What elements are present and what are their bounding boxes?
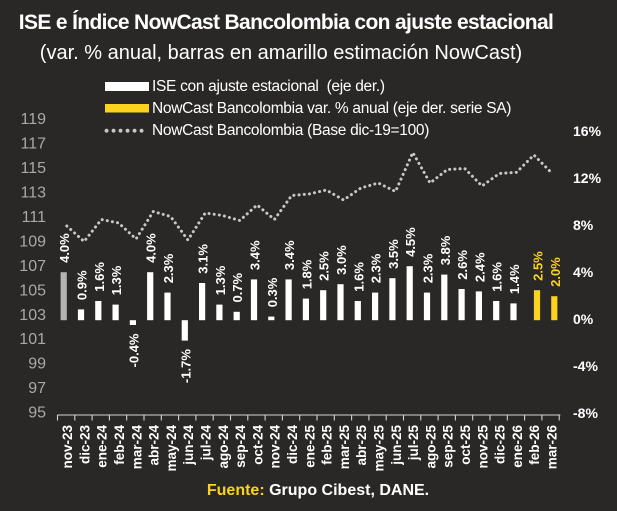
svg-text:2.0%: 2.0% [548, 257, 563, 287]
svg-text:1.3%: 1.3% [213, 265, 228, 295]
svg-text:97: 97 [28, 380, 46, 397]
svg-text:dic-23: dic-23 [77, 425, 92, 465]
svg-text:0%: 0% [573, 311, 594, 327]
svg-text:jul-25: jul-25 [406, 425, 421, 462]
svg-text:ago-25: ago-25 [423, 425, 438, 469]
svg-text:dic-24: dic-24 [285, 425, 300, 465]
svg-text:sep-25: sep-25 [441, 425, 456, 468]
svg-text:2.3%: 2.3% [369, 253, 384, 283]
svg-text:nov-24: nov-24 [268, 425, 283, 469]
svg-text:3.8%: 3.8% [438, 235, 453, 265]
svg-text:109: 109 [19, 233, 46, 250]
svg-text:3.5%: 3.5% [386, 239, 401, 269]
svg-text:-8%: -8% [573, 405, 598, 421]
svg-text:mar-25: mar-25 [337, 425, 352, 470]
svg-text:3.1%: 3.1% [196, 244, 211, 274]
svg-text:2.5%: 2.5% [317, 251, 332, 281]
svg-text:nov-23: nov-23 [60, 425, 75, 469]
svg-text:1.6%: 1.6% [351, 262, 366, 292]
svg-text:115: 115 [20, 160, 46, 177]
svg-text:2.6%: 2.6% [455, 250, 470, 280]
svg-text:107: 107 [19, 258, 46, 275]
svg-text:3.4%: 3.4% [248, 240, 263, 270]
svg-text:sep-24: sep-24 [233, 425, 248, 468]
svg-text:dic-25: dic-25 [493, 425, 508, 465]
svg-text:jun-24: jun-24 [181, 425, 196, 466]
svg-text:111: 111 [22, 209, 46, 226]
svg-text:3.4%: 3.4% [282, 240, 297, 270]
svg-text:2.5%: 2.5% [531, 251, 546, 281]
svg-text:8%: 8% [573, 217, 594, 233]
svg-text:2.3%: 2.3% [421, 253, 436, 283]
svg-text:ene-25: ene-25 [302, 425, 317, 468]
svg-text:ene-24: ene-24 [95, 425, 110, 468]
svg-text:0.3%: 0.3% [265, 277, 280, 307]
svg-text:0.9%: 0.9% [75, 270, 90, 300]
svg-text:jul-24: jul-24 [199, 425, 214, 462]
svg-text:2.4%: 2.4% [472, 252, 487, 282]
svg-text:2.3%: 2.3% [161, 253, 176, 283]
svg-text:4.5%: 4.5% [403, 227, 418, 257]
svg-text:ago-24: ago-24 [216, 425, 231, 469]
svg-text:feb-24: feb-24 [112, 425, 127, 465]
svg-text:ene-26: ene-26 [510, 425, 525, 468]
svg-text:113: 113 [20, 185, 46, 202]
svg-text:103: 103 [19, 307, 46, 324]
svg-text:abr-25: abr-25 [354, 425, 369, 466]
svg-text:0.7%: 0.7% [230, 272, 245, 302]
svg-text:99: 99 [28, 356, 46, 373]
svg-text:-1.7%: -1.7% [178, 349, 193, 383]
svg-text:may-25: may-25 [372, 425, 387, 472]
svg-text:16%: 16% [573, 123, 602, 139]
svg-text:1.3%: 1.3% [109, 265, 124, 295]
svg-text:oct-25: oct-25 [458, 425, 473, 465]
svg-text:119: 119 [20, 111, 46, 128]
svg-text:101: 101 [19, 331, 46, 348]
svg-text:abr-24: abr-24 [147, 425, 162, 466]
svg-text:oct-24: oct-24 [250, 425, 265, 465]
svg-text:1.6%: 1.6% [92, 262, 107, 292]
svg-text:1.4%: 1.4% [507, 264, 522, 294]
svg-text:-0.4%: -0.4% [126, 333, 141, 367]
svg-text:1.6%: 1.6% [490, 262, 505, 292]
svg-text:3.0%: 3.0% [334, 245, 349, 275]
svg-text:-4%: -4% [573, 358, 598, 374]
svg-text:mar-26: mar-26 [545, 425, 560, 470]
svg-text:nov-25: nov-25 [475, 425, 490, 469]
svg-text:4.0%: 4.0% [144, 233, 159, 263]
svg-text:jun-25: jun-25 [389, 425, 404, 466]
svg-text:may-24: may-24 [164, 425, 179, 472]
svg-text:4.0%: 4.0% [57, 233, 72, 263]
svg-text:feb-26: feb-26 [527, 425, 542, 465]
svg-text:12%: 12% [573, 170, 602, 186]
svg-text:105: 105 [19, 282, 46, 299]
svg-text:117: 117 [20, 136, 46, 153]
svg-text:feb-25: feb-25 [320, 425, 335, 465]
svg-text:1.8%: 1.8% [299, 259, 314, 289]
svg-text:4%: 4% [573, 264, 594, 280]
svg-text:95: 95 [28, 405, 46, 422]
svg-text:mar-24: mar-24 [129, 425, 144, 470]
